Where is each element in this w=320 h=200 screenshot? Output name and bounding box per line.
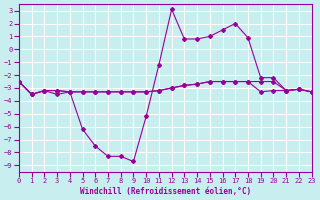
X-axis label: Windchill (Refroidissement éolien,°C): Windchill (Refroidissement éolien,°C) — [80, 187, 251, 196]
